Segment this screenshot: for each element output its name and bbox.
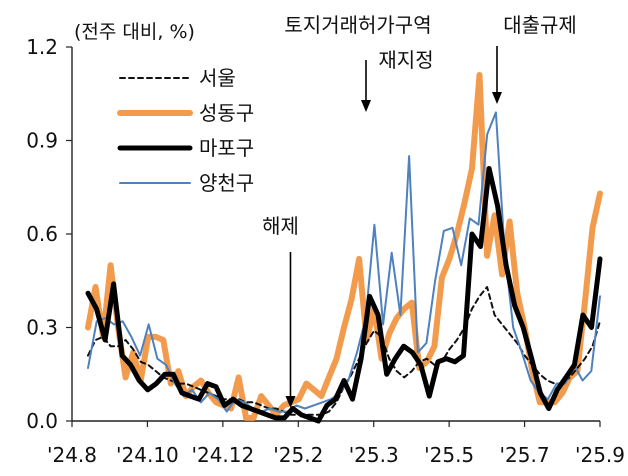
legend-label: 양천구 [199, 171, 254, 195]
series-line-4 [87, 111, 601, 413]
y-tick-label: 1.2 [26, 35, 58, 59]
series-line-3 [85, 166, 603, 424]
x-tick-label: '25.9 [575, 443, 625, 467]
annotation-arrowhead [285, 396, 296, 408]
unit-label: (전주 대비, %) [74, 21, 195, 43]
x-tick-label: '25.5 [424, 443, 474, 467]
y-tick-label: 0.6 [26, 222, 58, 246]
annotation-arrowhead [492, 92, 502, 104]
x-tick-label: '25.7 [500, 443, 550, 467]
x-tick-label: '24.10 [116, 443, 179, 467]
annotation-label: 재지정 [378, 48, 433, 72]
annotation-label: 토지거래허가구역 [284, 13, 431, 37]
y-tick-label: 0.3 [26, 316, 58, 340]
annotation-arrowhead [361, 100, 371, 112]
series-line-2 [85, 72, 603, 421]
legend-label: 서울 [199, 66, 236, 90]
x-tick-label: '25.2 [273, 443, 323, 467]
y-tick-label: 0.0 [26, 409, 58, 433]
x-tick-label: '24.12 [191, 443, 254, 467]
y-tick-label: 0.9 [26, 129, 58, 153]
annotation-label: 대출규제 [503, 13, 577, 37]
legend-label: 마포구 [199, 136, 254, 160]
x-tick-label: '25.3 [349, 443, 399, 467]
x-tick-label: '24.8 [47, 443, 97, 467]
annotation-label: 해제 [262, 214, 299, 238]
legend-label: 성동구 [199, 101, 254, 125]
